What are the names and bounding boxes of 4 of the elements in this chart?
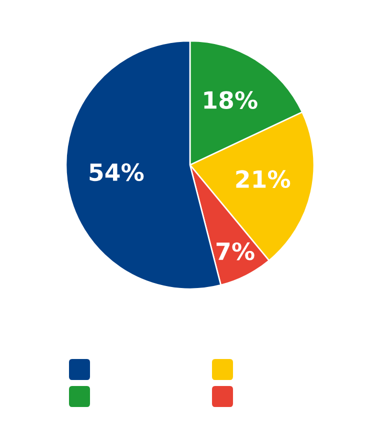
data-label: 54% — [90, 163, 144, 182]
data-label: 7% — [216, 242, 254, 260]
data-label: 18% — [204, 91, 258, 109]
data-label: 21% — [236, 170, 290, 188]
